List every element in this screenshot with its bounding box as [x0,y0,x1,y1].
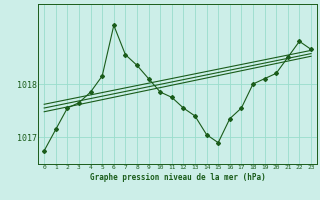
X-axis label: Graphe pression niveau de la mer (hPa): Graphe pression niveau de la mer (hPa) [90,173,266,182]
